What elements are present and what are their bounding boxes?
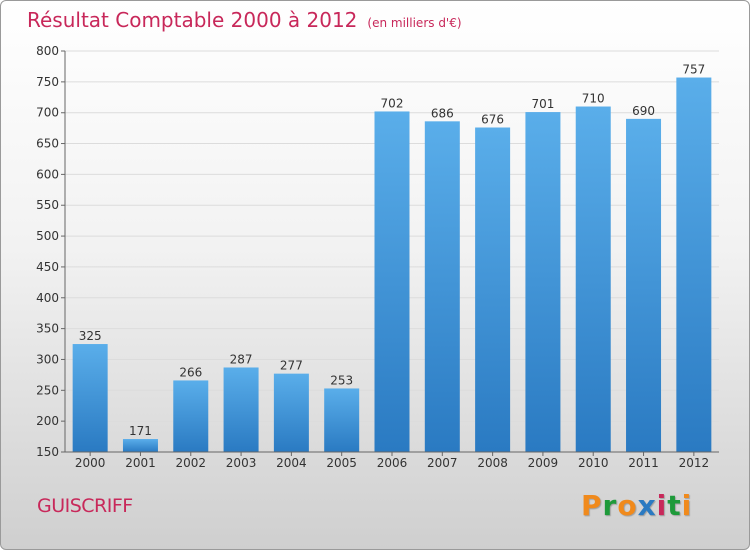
data-label: 287	[230, 352, 253, 366]
data-label: 702	[381, 96, 404, 110]
x-tick-label: 2012	[679, 456, 710, 470]
x-tick-label: 2010	[578, 456, 609, 470]
bar-2000[interactable]	[72, 344, 108, 452]
x-tick-label: 2007	[427, 456, 458, 470]
logo-letter: P	[581, 489, 603, 522]
logo-letter: x	[637, 489, 657, 522]
bar-2009[interactable]	[525, 112, 561, 453]
y-tick-label: 600	[36, 167, 59, 181]
data-label: 253	[330, 373, 353, 387]
data-label: 676	[481, 112, 504, 126]
x-tick-label: 2009	[528, 456, 559, 470]
bar-2002[interactable]	[173, 380, 209, 452]
x-tick-label: 2004	[276, 456, 307, 470]
x-tick-label: 2002	[175, 456, 206, 470]
x-tick-label: 2008	[477, 456, 508, 470]
x-axis: 2000 2001 2002 2003 2004 2005 2006 2007 2008 2009…	[65, 451, 719, 470]
y-tick-label: 150	[36, 445, 59, 459]
data-label: 171	[129, 424, 152, 438]
bar-2010[interactable]	[575, 106, 611, 453]
proxiti-logo[interactable]: Proxiti	[581, 489, 692, 522]
bar-2005[interactable]	[324, 388, 360, 452]
chart-title-text: Résultat Comptable 2000 à 2012	[27, 8, 358, 32]
logo-letter: i	[656, 489, 668, 522]
bar-2007[interactable]	[424, 121, 460, 453]
y-tick-label: 400	[36, 291, 59, 305]
bar-2003[interactable]	[223, 367, 259, 452]
y-tick-label: 450	[36, 260, 59, 274]
y-tick-label: 750	[36, 75, 59, 89]
logo-letter: t	[667, 489, 682, 522]
y-axis: 150 200 250 300 350 400 450 500 550 600 650 700 750 8…	[36, 44, 66, 459]
y-tick-label: 250	[36, 383, 59, 397]
data-label: 757	[682, 63, 705, 77]
x-tick-label: 2006	[377, 456, 408, 470]
data-label: 690	[632, 104, 655, 118]
chart-title: Résultat Comptable 2000 à 2012 (en millie…	[27, 8, 462, 32]
logo-letter: i	[681, 489, 693, 522]
y-tick-label: 500	[36, 229, 59, 243]
data-label: 710	[582, 92, 605, 106]
logo-letter: r	[602, 489, 618, 522]
bar-2001[interactable]	[122, 439, 158, 452]
city-name: GUISCRIFF	[37, 495, 133, 517]
y-tick-label: 800	[36, 44, 59, 58]
bar-2008[interactable]	[475, 127, 511, 452]
data-label: 686	[431, 106, 454, 120]
y-tick-label: 650	[36, 137, 59, 151]
x-tick-label: 2005	[326, 456, 357, 470]
chart-unit: (en milliers d'€)	[367, 16, 462, 30]
y-tick-label: 300	[36, 352, 59, 366]
x-tick-label: 2000	[75, 456, 106, 470]
y-tick-label: 550	[36, 198, 59, 212]
data-label: 277	[280, 359, 303, 373]
data-label: 266	[179, 365, 202, 379]
data-label: 701	[531, 97, 554, 111]
x-tick-label: 2011	[628, 456, 659, 470]
y-tick-label: 350	[36, 322, 59, 336]
bar-2004[interactable]	[273, 373, 309, 452]
bar-2006[interactable]	[374, 111, 410, 452]
bars: 325 171 266 287 277 253 702 686 676 701 710 690 757	[72, 63, 712, 453]
bar-2011[interactable]	[626, 118, 662, 452]
x-tick-label: 2001	[125, 456, 156, 470]
y-tick-label: 700	[36, 106, 59, 120]
data-label: 325	[79, 329, 102, 343]
x-tick-label: 2003	[226, 456, 257, 470]
y-tick-label: 200	[36, 414, 59, 428]
bar-2012[interactable]	[676, 77, 712, 452]
logo-letter: o	[617, 489, 638, 522]
